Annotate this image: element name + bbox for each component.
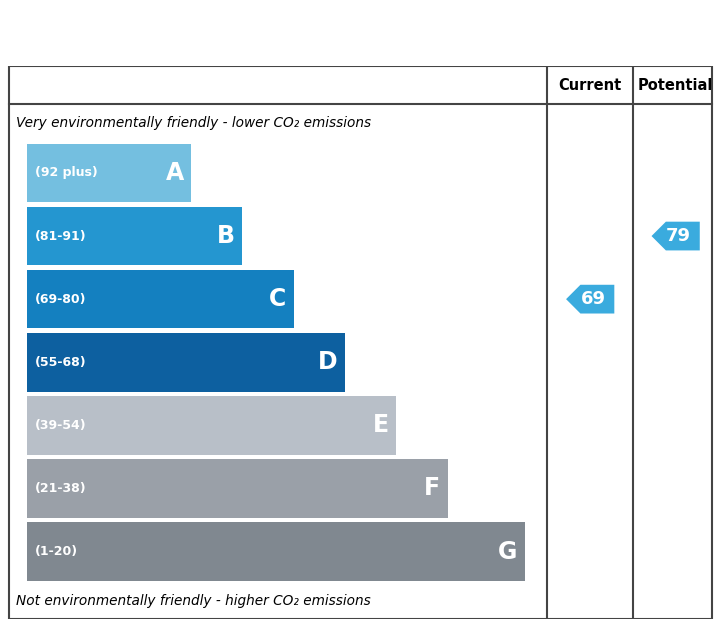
Text: E: E xyxy=(373,413,389,438)
Bar xyxy=(27,522,525,581)
Text: (92 plus): (92 plus) xyxy=(35,167,98,180)
Text: (39-54): (39-54) xyxy=(35,419,87,432)
Text: A: A xyxy=(165,161,184,185)
Text: Potential: Potential xyxy=(638,77,713,92)
Text: F: F xyxy=(424,477,440,500)
Text: Not environmentally friendly - higher CO₂ emissions: Not environmentally friendly - higher CO… xyxy=(16,594,370,608)
Text: C: C xyxy=(269,287,286,311)
Bar xyxy=(27,144,191,202)
Text: (81-91): (81-91) xyxy=(35,230,87,243)
Text: Current: Current xyxy=(559,77,622,92)
Text: Environmental Impact (CO₂) Rating: Environmental Impact (CO₂) Rating xyxy=(71,19,647,47)
Text: (69-80): (69-80) xyxy=(35,293,87,306)
Text: 79: 79 xyxy=(666,227,691,245)
Bar xyxy=(27,333,345,392)
Bar xyxy=(27,270,294,329)
Bar xyxy=(27,396,396,455)
Bar xyxy=(27,459,447,517)
Text: (1-20): (1-20) xyxy=(35,545,78,558)
Polygon shape xyxy=(651,222,700,251)
Text: Very environmentally friendly - lower CO₂ emissions: Very environmentally friendly - lower CO… xyxy=(16,116,371,129)
Text: D: D xyxy=(318,350,337,374)
Text: B: B xyxy=(217,224,235,248)
Polygon shape xyxy=(566,285,615,313)
Bar xyxy=(27,207,242,266)
Text: G: G xyxy=(498,540,518,563)
Text: (55-68): (55-68) xyxy=(35,356,87,369)
Text: 69: 69 xyxy=(581,290,605,308)
Text: (21-38): (21-38) xyxy=(35,482,87,495)
